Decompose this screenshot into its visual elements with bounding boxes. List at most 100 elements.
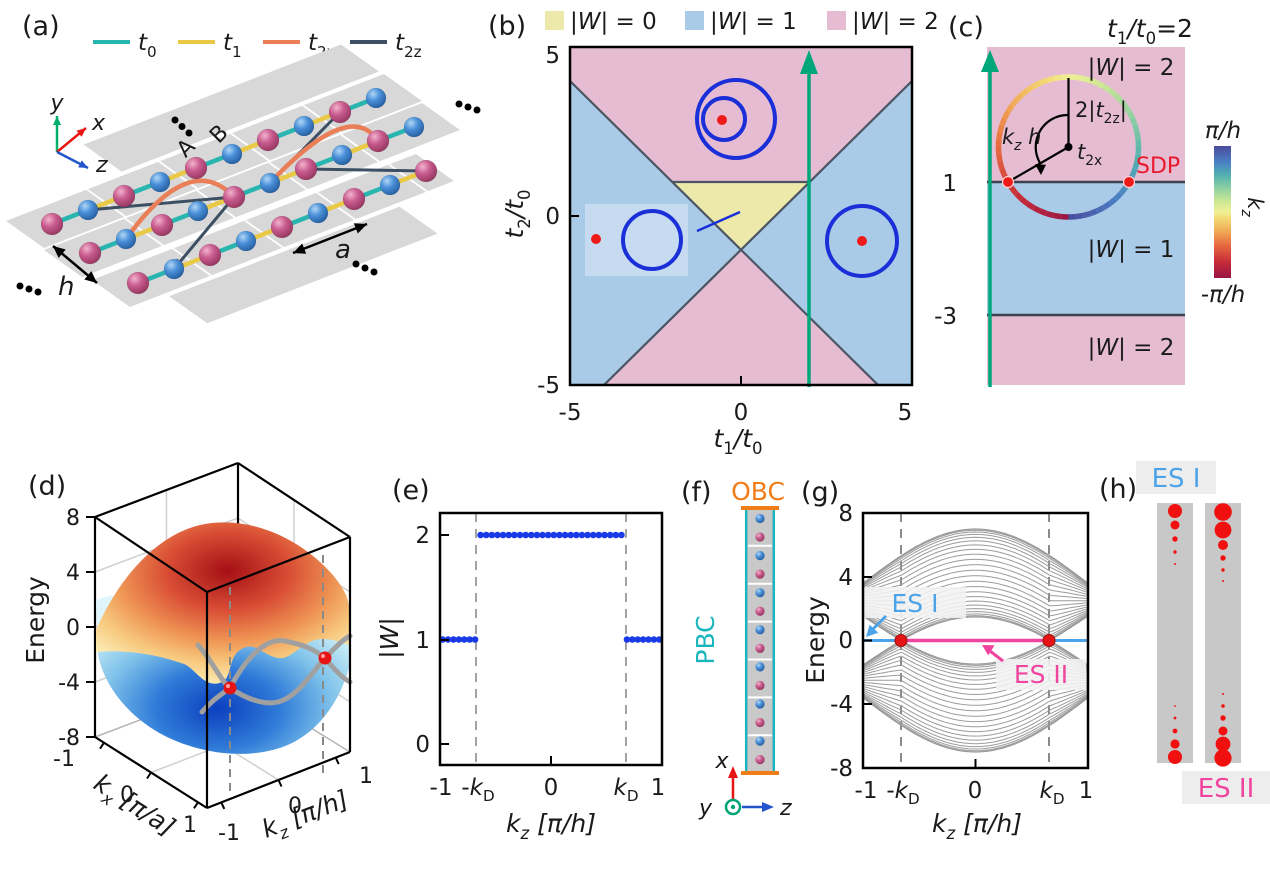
d-ytick-4: 4 xyxy=(66,561,80,586)
c-w2-top-label: |W| = 2 xyxy=(1088,55,1175,81)
panel-d-label: (d) xyxy=(28,471,66,502)
panel-b: (b) |W| = 0 |W| = 1 |W| = 2 xyxy=(488,9,939,458)
e-dashed-kD-lines xyxy=(475,513,627,765)
sdp-dot-right xyxy=(1122,175,1136,189)
b-ytick-0: 0 xyxy=(545,204,560,230)
kzh-angle-arrow-head xyxy=(1035,164,1046,175)
panel-a-label: (a) xyxy=(22,11,60,42)
d-kz-axis-label: kz [π/h] xyxy=(258,784,354,848)
g-ticks xyxy=(863,576,977,768)
es2-arrow-shaft xyxy=(989,649,1004,663)
colorbar-top-label: π/h xyxy=(1205,118,1241,144)
d-kxtick-0: 0 xyxy=(120,783,134,808)
d-ytick-0: 0 xyxy=(66,616,80,641)
dirac-point-3d-right-shine xyxy=(321,654,325,658)
g-xtick-m1: -1 xyxy=(855,778,878,804)
t1-label: t1 xyxy=(223,30,242,61)
c-title: t1/t0=2 xyxy=(1107,14,1193,48)
d-kx-axis-label: kx [π/a] xyxy=(86,768,180,846)
x-axis-label-a: x xyxy=(91,111,106,136)
h-es2-label: ES II xyxy=(1198,774,1255,804)
e-xtick-kD: kD xyxy=(613,775,638,805)
region-w2-top xyxy=(570,47,912,182)
t0-label: t0 xyxy=(138,30,157,61)
panel-h-label: (h) xyxy=(1099,474,1137,505)
panel-e: (e) 2 1 0 |W| -1 -kD 0 kD 1 kz [π/h] xyxy=(375,475,665,843)
d-ytick-m4: -4 xyxy=(58,671,80,696)
t2x-center-dot xyxy=(1064,143,1073,151)
z-axis-arrow-head-f xyxy=(762,802,774,812)
t2z-label: t2z xyxy=(395,30,422,61)
winding-circle-w1 xyxy=(825,204,899,278)
obc-label: OBC xyxy=(731,477,785,506)
xyz-axes-a: y x z xyxy=(49,91,108,178)
b-ytick-5: 5 xyxy=(545,43,560,69)
y-axis-label-a: y xyxy=(49,91,64,116)
b-xtick-m5: -5 xyxy=(559,400,582,426)
guide-arrow-head-b xyxy=(800,50,818,74)
phase-boundary-2 xyxy=(603,80,913,386)
g-xtick-1: 1 xyxy=(1079,778,1094,804)
c-region-w2-bottom xyxy=(987,315,1185,385)
winding-circle-w0 xyxy=(621,209,683,271)
panel-f: (f) OBC PBC x y z xyxy=(681,477,792,821)
g-xaxis-label: kz [π/h] xyxy=(932,809,1022,843)
w2-swatch xyxy=(827,11,846,30)
b-ytick-m5: -5 xyxy=(537,373,560,399)
g-energy-label: Energy xyxy=(801,596,830,684)
phase-diagram xyxy=(568,45,914,387)
g-ytick-4: 4 xyxy=(838,565,853,591)
winding-circle-w2-outer xyxy=(695,78,777,160)
band-structure-3d xyxy=(86,461,353,810)
w1-label: |W| = 1 xyxy=(710,9,797,35)
z-axis-label-a: z xyxy=(95,153,108,178)
sdp-dot-left xyxy=(1001,175,1015,189)
kz-colored-winding-circle xyxy=(995,74,1142,220)
origin-dot-w2 xyxy=(717,115,727,125)
dirac-point-right xyxy=(1042,634,1056,647)
x-axis-arrow-head-f xyxy=(728,766,738,778)
d-ytick-m8: -8 xyxy=(58,726,80,751)
g-xtick-0: 0 xyxy=(968,778,983,804)
sdp-label: SDP xyxy=(1136,154,1180,179)
e-ytick-1: 1 xyxy=(415,628,430,654)
dirac-point-3d-right xyxy=(318,651,332,665)
b-xtick-0: 0 xyxy=(734,400,749,426)
w0-swatch xyxy=(545,11,564,30)
d-kztick-m1: -1 xyxy=(218,821,240,846)
panel-c: (c) t1/t0=2 |W| = 2 |W| = 1 |W| = 2 1 -3… xyxy=(934,12,1267,387)
h-es1-label: ES I xyxy=(1152,464,1201,494)
colorbar-axis-label: kz xyxy=(1238,197,1267,217)
panel-c-label: (c) xyxy=(948,12,984,43)
w1-swatch xyxy=(685,11,704,30)
dirac-point-3d-left-shine xyxy=(226,684,230,688)
a-spacing-label: a xyxy=(335,235,351,265)
c-ytick-m3: -3 xyxy=(934,304,957,330)
panel-a: (a) t0 t1 t2x t2z y x z A B h a xyxy=(6,11,481,324)
e-xtick-m1: -1 xyxy=(430,775,453,801)
e-xtick-1: 1 xyxy=(651,775,666,801)
guide-arrow-head-c xyxy=(981,50,999,72)
c-ytick-1: 1 xyxy=(942,171,957,197)
w0-inset-pointer xyxy=(696,210,741,233)
c-region-w1 xyxy=(987,182,1185,315)
lattice-drawing xyxy=(6,44,481,324)
origin-dot-w1 xyxy=(857,236,867,246)
panel-b-label: (b) xyxy=(488,11,526,42)
panel-h: (h) ES I ES II xyxy=(1099,461,1270,804)
kzh-angle-arc xyxy=(1034,113,1069,164)
e-xtick-mkD: -kD xyxy=(461,775,494,805)
chain-bar-left xyxy=(1157,503,1193,763)
panel-g-label: (g) xyxy=(801,477,839,508)
winding-number-data-points xyxy=(439,531,663,643)
colorbar-bottom-label: -π/h xyxy=(1201,282,1245,308)
kz-colorbar: π/h -π/h kz xyxy=(1201,118,1267,308)
z-label-f: z xyxy=(779,796,792,821)
e-ticks xyxy=(440,534,552,765)
wavefunction-weight-dots xyxy=(1168,503,1232,767)
axis-ticks-3d xyxy=(86,516,340,810)
e-ytick-0: 0 xyxy=(415,732,430,758)
d-kxtick-1: 1 xyxy=(183,813,197,838)
